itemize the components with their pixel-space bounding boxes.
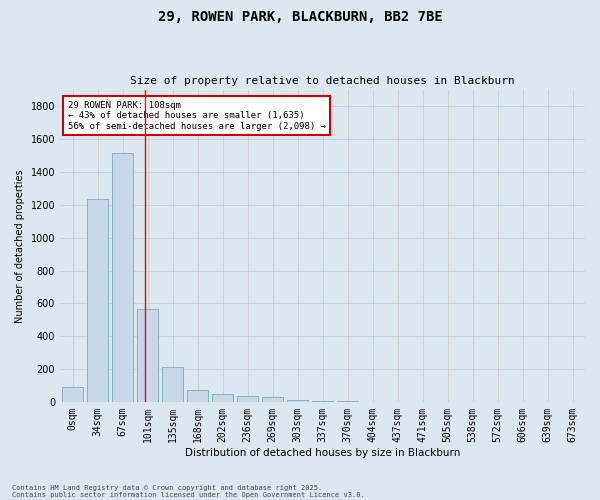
Bar [112,153,133,402]
Bar [137,309,158,402]
Title: Size of property relative to detached houses in Blackburn: Size of property relative to detached ho… [130,76,515,86]
Bar [62,387,83,402]
Bar [237,396,258,402]
Bar [262,397,283,402]
Y-axis label: Number of detached properties: Number of detached properties [15,169,25,323]
Bar [187,390,208,402]
Bar [87,199,108,402]
Bar [312,401,333,402]
Bar [162,368,183,402]
Bar [212,394,233,402]
Text: 29 ROWEN PARK: 108sqm
← 43% of detached houses are smaller (1,635)
56% of semi-d: 29 ROWEN PARK: 108sqm ← 43% of detached … [68,101,326,131]
Bar [287,400,308,402]
X-axis label: Distribution of detached houses by size in Blackburn: Distribution of detached houses by size … [185,448,460,458]
Text: 29, ROWEN PARK, BLACKBURN, BB2 7BE: 29, ROWEN PARK, BLACKBURN, BB2 7BE [158,10,442,24]
Text: Contains public sector information licensed under the Open Government Licence v3: Contains public sector information licen… [12,492,365,498]
Text: Contains HM Land Registry data © Crown copyright and database right 2025.: Contains HM Land Registry data © Crown c… [12,485,322,491]
